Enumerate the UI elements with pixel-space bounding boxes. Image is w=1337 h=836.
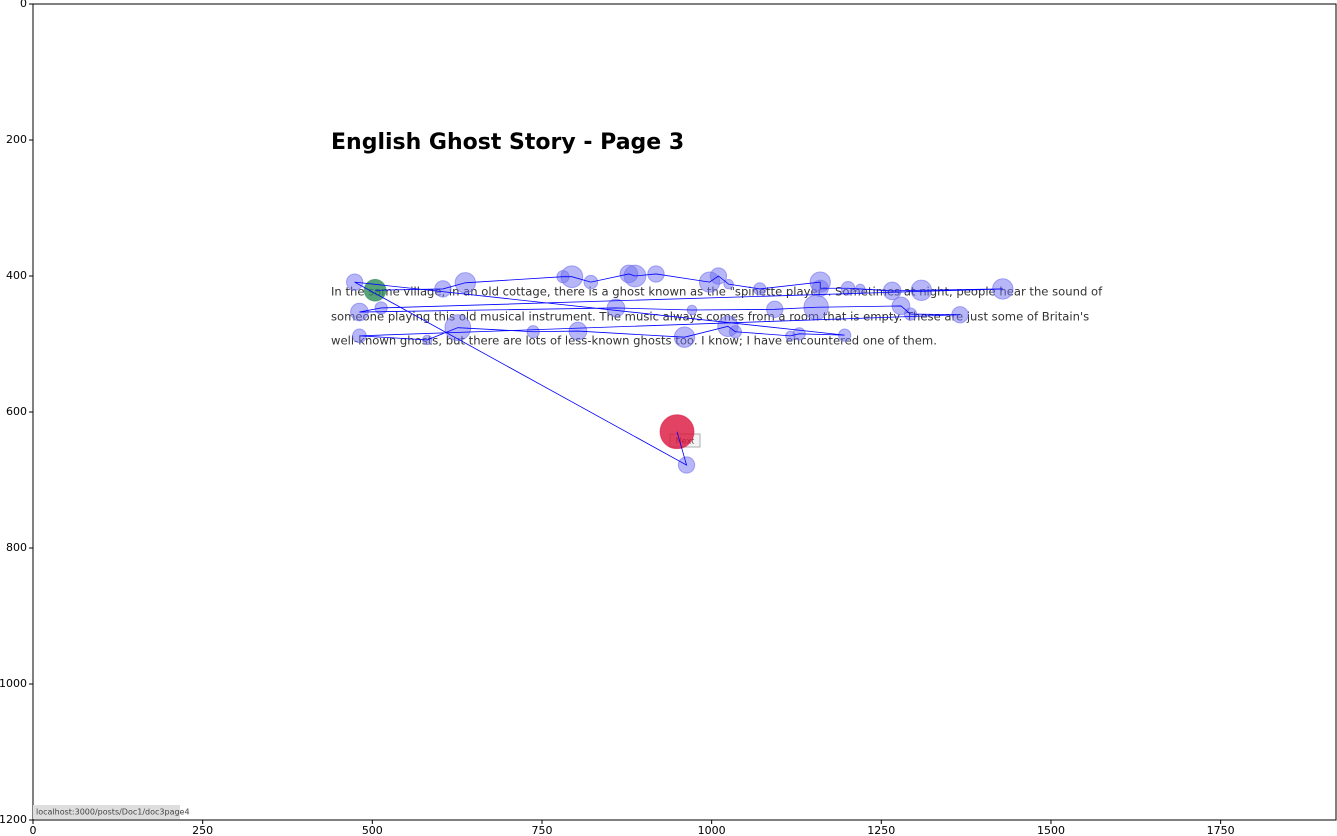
y-tick-label: 400 <box>6 269 27 282</box>
plot-area <box>32 3 1337 821</box>
x-tick-label: 750 <box>531 824 552 836</box>
x-tick-label: 1750 <box>1207 824 1235 836</box>
x-tick-label: 250 <box>192 824 213 836</box>
status-url: localhost:3000/posts/Doc1/doc3page4 <box>36 808 190 817</box>
fixation <box>659 414 695 450</box>
status-bar <box>33 805 180 819</box>
y-tick-label: 200 <box>6 133 27 146</box>
x-tick-label: 1500 <box>1037 824 1065 836</box>
x-tick-label: 1000 <box>698 824 726 836</box>
x-tick-label: 500 <box>362 824 383 836</box>
page-title: English Ghost Story - Page 3 <box>331 130 684 155</box>
x-tick-label: 0 <box>30 824 37 836</box>
scanpath <box>354 273 1003 466</box>
x-tick-label: 1250 <box>867 824 895 836</box>
y-tick-label: 600 <box>6 405 27 418</box>
y-tick-label: 0 <box>20 0 27 10</box>
y-tick-label: 1000 <box>0 677 27 690</box>
paragraph-line: someone playing this old musical instrum… <box>331 310 1089 324</box>
paragraph-line: In the same village, in an old cottage, … <box>331 285 1103 299</box>
y-tick-label: 800 <box>6 541 27 554</box>
y-tick-label: 1200 <box>0 813 27 826</box>
